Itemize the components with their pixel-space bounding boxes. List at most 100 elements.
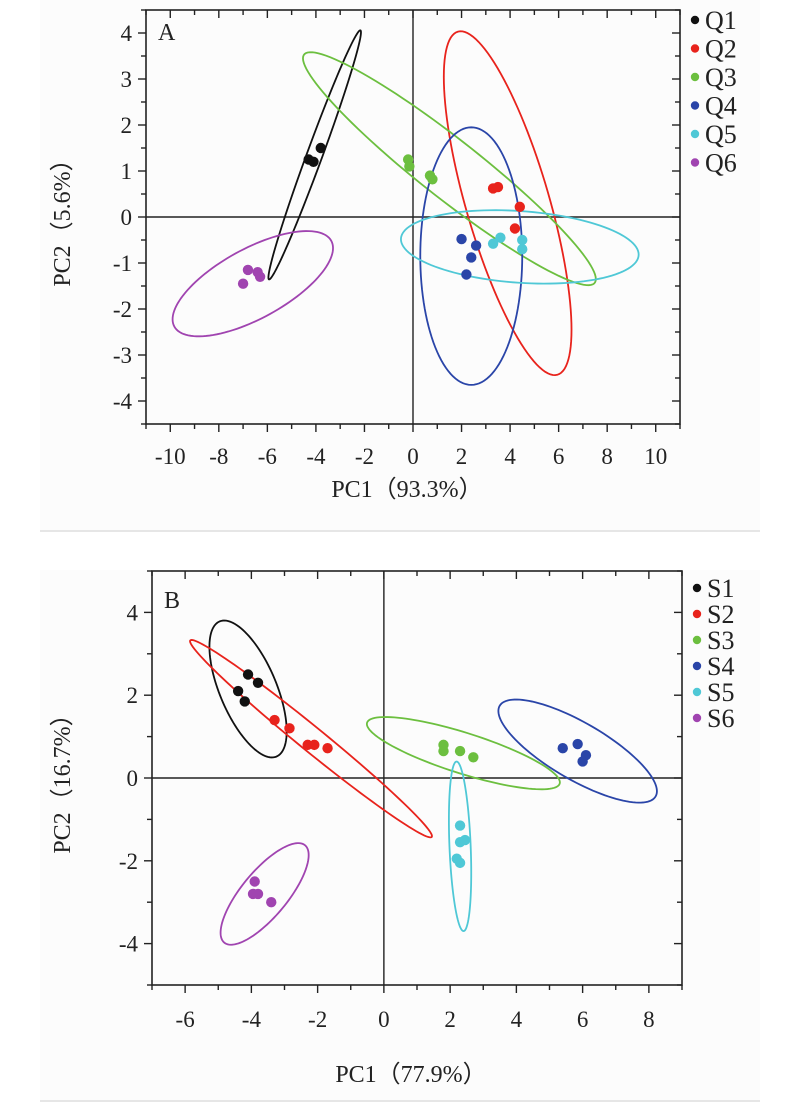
- y-tick-label: 4: [127, 600, 139, 625]
- data-point-s6: [252, 888, 264, 900]
- data-point-s3: [438, 745, 449, 757]
- data-point-q6: [254, 271, 266, 282]
- legend-label-q1: Q1: [705, 6, 737, 35]
- data-point-s4: [557, 742, 568, 754]
- y-tick-label: 0: [121, 205, 133, 230]
- x-tick-label: -2: [355, 444, 374, 469]
- x-tick-label: -8: [209, 444, 228, 469]
- data-point-q5: [517, 244, 528, 255]
- x-tick-label: -6: [258, 444, 277, 469]
- x-tick-label: 10: [644, 444, 667, 469]
- legend-marker-s6: [692, 713, 702, 723]
- x-tick-label: -4: [306, 444, 326, 469]
- data-point-s2: [284, 723, 295, 734]
- y-tick-label: -2: [113, 297, 132, 322]
- data-point-s3: [454, 745, 466, 757]
- y-tick-label: -4: [119, 932, 139, 957]
- data-point-q6: [237, 278, 249, 289]
- y-axis-title: PC2（5.6%）: [50, 147, 76, 286]
- confidence-ellipse-s1: [208, 619, 288, 759]
- confidence-ellipse-q2: [442, 30, 573, 377]
- y-tick-label: 2: [127, 683, 139, 708]
- confidence-ellipse-q5: [400, 209, 640, 285]
- data-point-s6: [249, 876, 260, 887]
- y-tick-label: -4: [113, 389, 133, 414]
- data-point-s4: [572, 738, 583, 750]
- legend-label-s3: S3: [707, 626, 734, 655]
- data-point-s4: [577, 756, 588, 767]
- legend-marker-s1: [692, 583, 702, 593]
- y-tick-label: -2: [119, 849, 138, 874]
- legend-label-q2: Q2: [705, 35, 737, 64]
- data-point-q5: [495, 232, 506, 243]
- legend-label-q3: Q3: [705, 63, 737, 92]
- confidence-ellipse-s3: [365, 716, 561, 791]
- x-tick-label: -4: [242, 1007, 262, 1032]
- legend-marker-q2: [690, 44, 700, 53]
- panel-letter: A: [158, 20, 176, 46]
- data-point-s5: [454, 857, 466, 869]
- data-point-q1: [308, 156, 319, 167]
- data-point-q4: [456, 233, 467, 245]
- confidence-ellipse-q1: [267, 29, 362, 281]
- confidence-ellipse-s2: [189, 639, 433, 839]
- legend-marker-q6: [690, 158, 700, 167]
- x-tick-label: 2: [444, 1007, 456, 1032]
- panel-letter: B: [164, 588, 180, 614]
- legend-label-q5: Q5: [705, 120, 737, 149]
- data-point-q5: [487, 238, 499, 249]
- legend-label-q6: Q6: [705, 149, 737, 178]
- pca-chart-b: -6 -4 -2 0 2 4 6 8 4 2 0 -2 -4 PC1（77.9%） PC2（16.7%） B S…: [50, 570, 734, 1088]
- legend-marker-s5: [692, 687, 702, 697]
- x-tick-label: 0: [407, 444, 419, 469]
- data-point-s3: [468, 752, 479, 763]
- y-tick-label: 0: [127, 766, 139, 791]
- y-axis-title: PC2（16.7%）: [50, 702, 76, 853]
- legend-marker-q3: [690, 72, 700, 82]
- data-point-q5: [517, 234, 528, 246]
- x-tick-label: -6: [176, 1007, 195, 1032]
- x-tick-label: 4: [511, 1007, 523, 1032]
- confidence-ellipse-q3: [302, 51, 597, 287]
- pca-panel-a: -10 -8 -6 -4 -2 0 2 4 6 8 10 4 3 2 1 0 -1 -2 -3 -4 PC1（93.3%…: [40, 0, 760, 532]
- data-point-s1: [252, 677, 264, 688]
- data-point-s1: [242, 669, 254, 680]
- y-tick-label: 1: [121, 159, 133, 184]
- legend-marker-s4: [692, 661, 702, 671]
- data-point-s2: [309, 739, 320, 751]
- y-tick-label: 3: [121, 67, 133, 92]
- legend-marker-s3: [692, 635, 702, 645]
- x-tick-label: 8: [643, 1007, 655, 1032]
- legend-marker-q1: [690, 15, 700, 25]
- data-point-q6: [242, 264, 254, 276]
- legend-label-s5: S5: [707, 678, 734, 707]
- x-tick-label: 8: [601, 444, 613, 469]
- data-point-s5: [459, 834, 471, 846]
- data-point-q4: [466, 252, 477, 263]
- x-tick-label: 6: [577, 1007, 589, 1032]
- legend-marker-q5: [690, 129, 700, 139]
- data-point-q2: [509, 223, 521, 234]
- data-point-s1: [239, 696, 250, 707]
- data-point-s1: [232, 685, 244, 697]
- y-tick-label: 4: [121, 21, 133, 46]
- data-point-q4: [470, 240, 482, 251]
- y-tick-label: -3: [113, 343, 132, 368]
- data-point-s2: [322, 742, 333, 754]
- data-point-q3: [427, 174, 438, 185]
- data-point-s5: [454, 820, 466, 831]
- data-point-q3: [404, 161, 415, 172]
- y-tick-label: -1: [113, 251, 132, 276]
- legend-label-s6: S6: [707, 704, 734, 733]
- x-tick-label: 6: [553, 444, 565, 469]
- x-axis-title: PC1（93.3%）: [331, 477, 482, 503]
- legend-marker-q4: [690, 101, 700, 110]
- legend-marker-s2: [692, 609, 702, 619]
- confidence-ellipse-s4: [497, 698, 658, 804]
- confidence-ellipse-q6: [171, 230, 334, 338]
- x-tick-label: -2: [308, 1007, 327, 1032]
- pca-panel-b: -6 -4 -2 0 2 4 6 8 4 2 0 -2 -4 PC1（77.9%） PC2（16.7%） B S…: [40, 570, 760, 1102]
- confidence-ellipse-q4: [419, 126, 524, 386]
- confidence-ellipse-s6: [219, 842, 310, 946]
- legend-label-s4: S4: [707, 652, 734, 681]
